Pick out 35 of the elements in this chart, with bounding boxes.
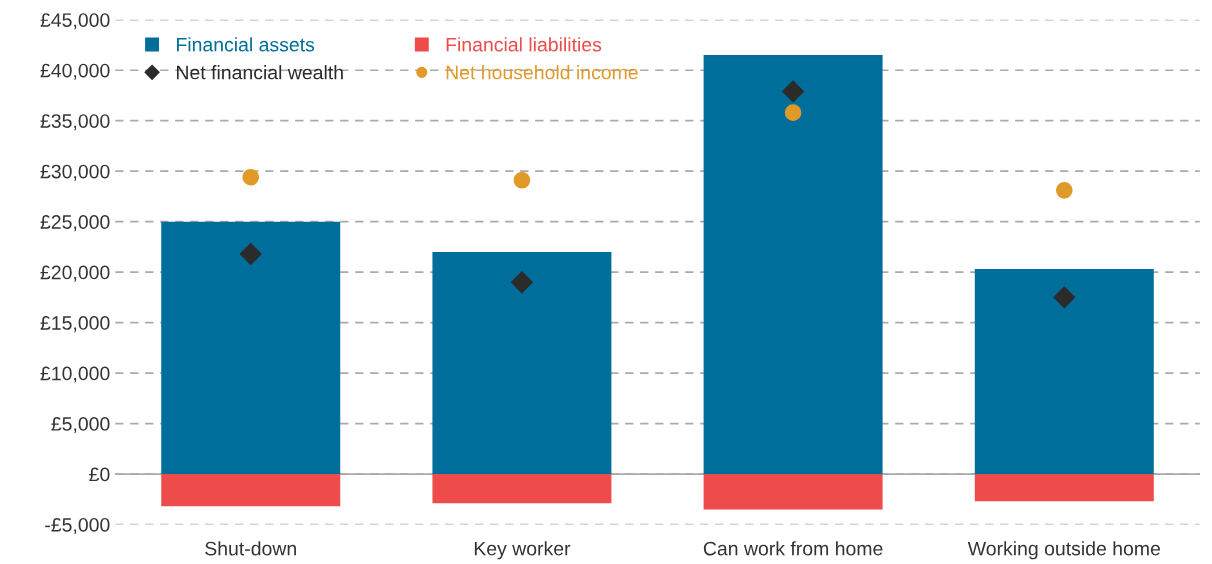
y-tick-label: £15,000 [40, 316, 110, 333]
bar [703, 474, 883, 510]
y-tick-label: £10,000 [40, 366, 110, 383]
y-tick-label: £20,000 [40, 265, 110, 282]
bar [161, 221, 341, 475]
bar [432, 251, 612, 475]
point [239, 243, 262, 265]
legend-label: Net household income [446, 65, 638, 80]
legend-label: Financial assets [177, 37, 315, 52]
y-tick-label: £25,000 [40, 215, 110, 232]
y-tick-label: £35,000 [40, 114, 110, 131]
x-tick-label: Shut-down [205, 541, 296, 556]
y-tick-label: £45,000 [40, 13, 110, 30]
x-tick-label: Key worker [474, 541, 571, 560]
point [1053, 286, 1076, 309]
legend-label: Net financial wealth [177, 65, 343, 80]
y-tick-label: £5,000 [51, 417, 110, 434]
legend-label: Financial liabilities [446, 37, 602, 52]
y-tick-label: £30,000 [40, 164, 110, 181]
bar [161, 474, 341, 507]
bar [432, 474, 612, 504]
x-tick-label: Can work from home [703, 541, 883, 556]
y-tick-label: £0 [89, 467, 110, 482]
bar [974, 269, 1154, 475]
point [242, 168, 260, 186]
bar [974, 474, 1154, 502]
point [784, 104, 802, 121]
point [513, 171, 531, 189]
y-tick-label: -£5,000 [45, 517, 110, 535]
point [1055, 182, 1073, 199]
y-tick-label: £40,000 [40, 63, 110, 80]
bar [703, 55, 883, 475]
x-tick-label: Working outside home [967, 541, 1160, 560]
point [782, 80, 805, 103]
point [511, 271, 533, 294]
